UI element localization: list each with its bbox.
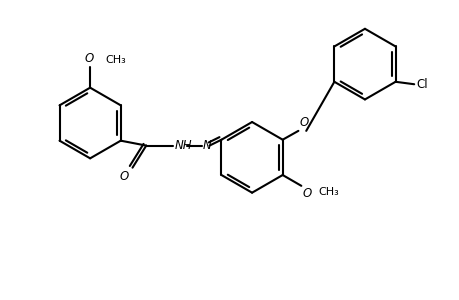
Text: NH: NH	[174, 139, 192, 152]
Text: Cl: Cl	[415, 78, 427, 91]
Text: CH₃: CH₃	[106, 55, 126, 65]
Text: O: O	[299, 116, 308, 129]
Text: CH₃: CH₃	[318, 187, 339, 197]
Text: N: N	[202, 139, 211, 152]
Text: O: O	[84, 52, 94, 65]
Text: O: O	[302, 187, 311, 200]
Text: O: O	[119, 169, 129, 183]
